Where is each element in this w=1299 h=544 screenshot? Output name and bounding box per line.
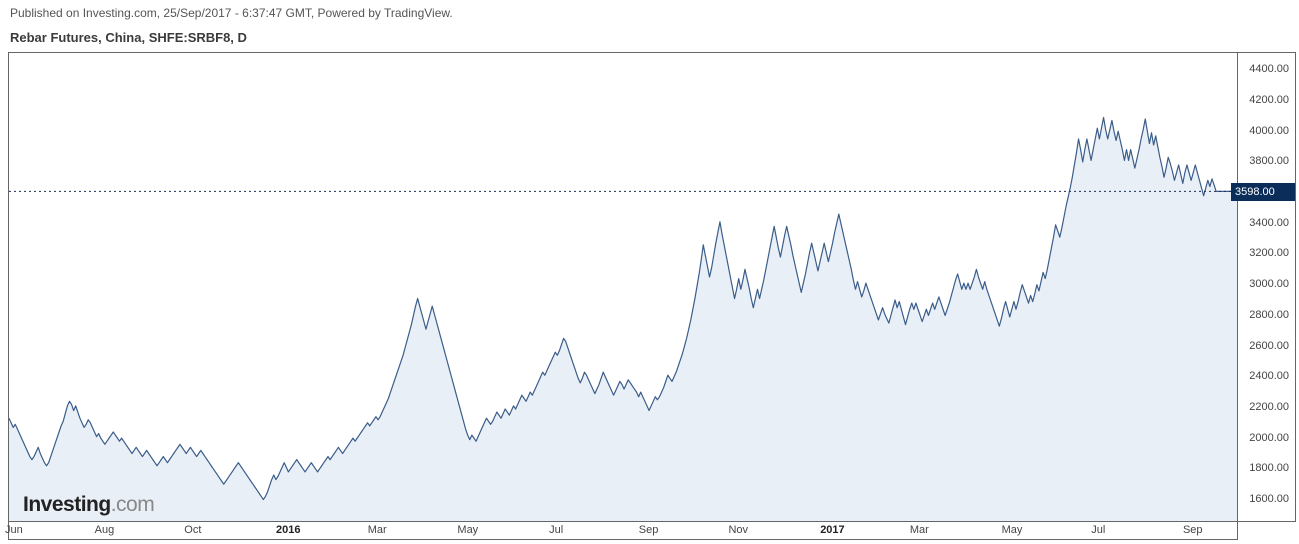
x-tick-label: 2016 — [276, 524, 300, 536]
y-tick-label: 2000.00 — [1249, 432, 1289, 444]
price-chart-svg — [9, 53, 1237, 521]
investing-logo: Investing.com — [23, 493, 154, 517]
logo-main: Investing — [23, 493, 111, 516]
y-tick-label: 2400.00 — [1249, 370, 1289, 382]
chart-container: Published on Investing.com, 25/Sep/2017 … — [0, 0, 1299, 544]
logo-suffix: .com — [111, 493, 155, 516]
y-tick-label: 2600.00 — [1249, 340, 1289, 352]
y-tick-label: 1800.00 — [1249, 462, 1289, 474]
x-tick-label: Mar — [910, 524, 929, 536]
y-tick-label: 4000.00 — [1249, 125, 1289, 137]
x-tick-label: May — [1002, 524, 1023, 536]
y-tick-label: 3200.00 — [1249, 247, 1289, 259]
x-tick-label: May — [457, 524, 478, 536]
y-tick-label: 3800.00 — [1249, 155, 1289, 167]
chart-title: Rebar Futures, China, SHFE:SRBF8, D — [10, 30, 247, 45]
y-axis-scale: 4400.004200.004000.003800.003598.003400.… — [1238, 52, 1296, 522]
y-tick-label: 1600.00 — [1249, 493, 1289, 505]
last-price-marker: 3598.00 — [1231, 183, 1295, 201]
x-axis-scale: Jun Aug Oct 2016 Mar May Jul Sep Nov 2017 Mar May Ju… — [8, 522, 1238, 540]
y-tick-label: 2800.00 — [1249, 309, 1289, 321]
y-tick-label: 3000.00 — [1249, 278, 1289, 290]
plot-area[interactable]: Investing.com — [8, 52, 1238, 522]
y-tick-label: 4200.00 — [1249, 94, 1289, 106]
x-tick-label: Oct — [184, 524, 201, 536]
y-tick-label: 2200.00 — [1249, 401, 1289, 413]
x-tick-label: Jun — [5, 524, 23, 536]
x-tick-label: Jul — [1091, 524, 1105, 536]
x-tick-label: 2017 — [820, 524, 844, 536]
x-tick-label: Jul — [549, 524, 563, 536]
y-tick-label: 3400.00 — [1249, 217, 1289, 229]
x-tick-label: Nov — [728, 524, 748, 536]
y-tick-label: 4400.00 — [1249, 63, 1289, 75]
x-tick-label: Sep — [1183, 524, 1203, 536]
x-tick-label: Aug — [95, 524, 115, 536]
x-tick-label: Mar — [368, 524, 387, 536]
x-tick-label: Sep — [639, 524, 659, 536]
published-line: Published on Investing.com, 25/Sep/2017 … — [10, 6, 453, 20]
